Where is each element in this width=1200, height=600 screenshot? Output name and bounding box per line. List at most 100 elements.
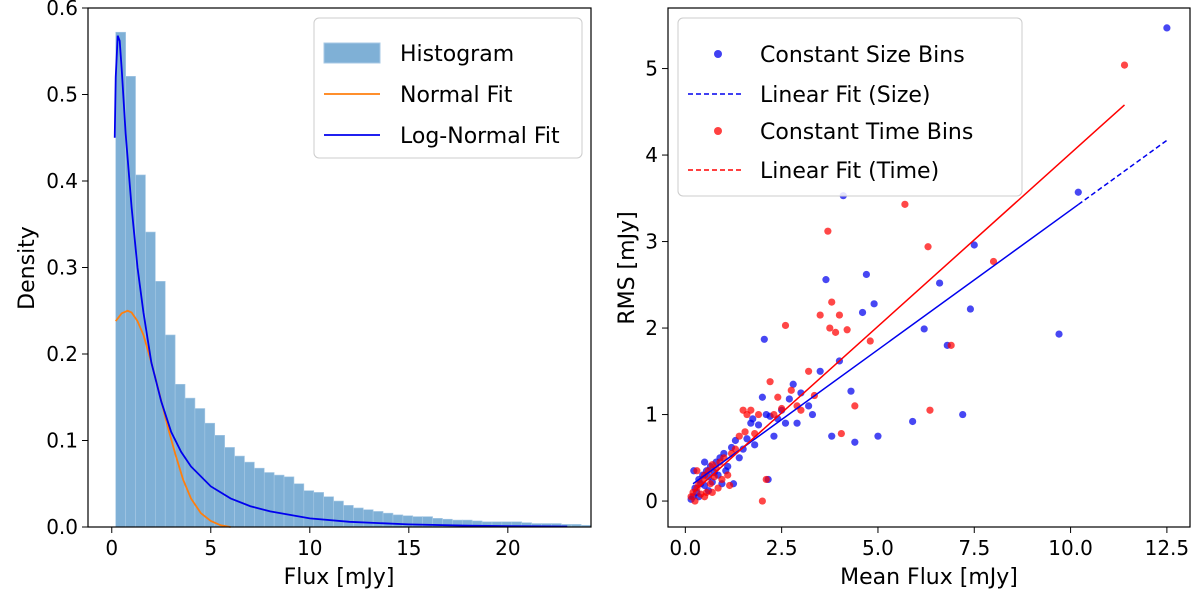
legend-label-constant-time-bins: Constant Time Bins [760,120,973,145]
size-bin-point [847,387,855,395]
scatter-x-axis-label: Mean Flux [mJy] [840,565,1018,590]
histogram-bar [343,505,354,528]
size-bin-point [1163,24,1171,32]
histogram-bar [293,483,305,528]
size-bin-point [793,419,801,427]
x-tick-label: 5 [204,536,217,560]
histogram-x-axis-label: Flux [mJy] [284,565,395,590]
scatter-points [687,24,1171,505]
legend-label-linear-fit-time: Linear Fit (Time) [760,159,939,184]
time-bin-point [787,386,795,394]
time-bin-point [726,481,734,490]
y-tick-label: 4 [645,143,658,167]
scatter-panel: 0.0 2.5 5.0 7.5 10.0 12.5 0 1 2 3 4 5 Mean Flux [m… [615,7,1191,590]
size-bin-point [760,335,768,343]
time-bin-point [901,200,909,208]
time-bin-point [762,475,770,484]
size-bin-point [959,410,967,419]
y-tick-label: 0.6 [46,0,78,20]
scatter-x-ticks: 0.0 2.5 5.0 7.5 10.0 12.5 [669,527,1189,560]
x-tick-label: 0.0 [669,536,701,560]
scatter-fit-lines [692,104,1168,493]
lognormal-fit-layer [113,35,568,528]
y-tick-label: 0.2 [46,342,78,366]
time-bin-point [691,497,699,505]
scatter-y-axis-label: RMS [mJy] [615,211,640,324]
x-tick-label: 12.5 [1145,536,1190,560]
size-bin-point [1055,330,1063,338]
x-tick-label: 5.0 [862,536,894,560]
time-bin-point [704,467,713,475]
size-bin-point [785,395,793,403]
size-bin-point [870,300,878,308]
time-bin-point [700,493,709,501]
time-bin-point [766,378,774,386]
histogram-panel: 0 5 10 15 20 0.0 0.1 0.2 0.3 0.4 0.5 0.6 Flux [mJy… [15,0,592,590]
histogram-bar [263,472,275,528]
time-bin-point [831,328,840,336]
y-tick-label: 0.1 [46,429,78,453]
size-bin-point [966,305,975,313]
x-tick-label: 7.5 [958,536,990,560]
scatter-legend: Constant Size Bins Linear Fit (Size) Con… [677,17,1023,197]
time-bin-point [747,406,755,414]
time-bin-point [805,367,813,375]
legend-label-linear-fit-size: Linear Fit (Size) [760,83,930,108]
scatter-legend-box [677,17,1023,197]
time-bin-point [724,471,732,479]
histogram-bar [194,408,206,528]
histogram-bar [283,476,295,528]
histogram-bar [323,496,334,528]
histogram-bar [254,467,265,528]
time-bin-point [926,406,934,414]
time-bin-point [851,402,859,410]
time-bin-point [1120,61,1129,69]
time-bin-point [693,467,701,475]
size-bin-point [862,270,870,279]
size-bin-point [808,410,817,419]
histogram-y-axis-label: Density [15,226,40,310]
legend-marker-constant-time-bins [714,127,722,135]
legend-label-constant-size-bins: Constant Size Bins [760,43,965,68]
histogram-bar [135,174,146,528]
size-bin-point [851,438,859,446]
x-tick-label: 0 [105,536,118,560]
size-bin-point [828,432,836,440]
x-tick-label: 10.0 [1048,536,1093,560]
y-tick-label: 0 [645,489,658,513]
size-bin-point [822,276,830,284]
time-bin-point [924,243,932,251]
x-tick-label: 20 [495,536,520,560]
linear-fit-size-line [692,203,1079,485]
time-bin-point [781,321,790,330]
time-bin-point [989,257,998,266]
x-tick-label: 2.5 [766,536,798,560]
legend-swatch-histogram [323,42,381,64]
size-bin-point [909,417,917,426]
time-bin-point [866,337,874,345]
histogram-bar [313,492,324,528]
y-tick-label: 1 [645,403,658,427]
histogram-bar [234,455,245,528]
histogram-x-ticks: 0 5 10 15 20 [105,527,521,560]
y-tick-label: 2 [645,316,658,340]
histogram-bar [214,435,225,528]
size-bin-point [805,402,813,410]
size-bin-point [789,380,797,388]
histogram-y-ticks: 0.0 0.1 0.2 0.3 0.4 0.5 0.6 [46,0,88,539]
histogram-legend-box [313,17,583,159]
size-bin-point [858,308,867,317]
time-bin-point [826,324,834,332]
time-bin-point [824,227,832,235]
time-bin-point [774,393,782,401]
histogram-legend: Histogram Normal Fit Log-Normal Fit [313,17,583,159]
histogram-bar [372,511,384,528]
size-bin-point [816,367,824,375]
legend-label-normal-fit: Normal Fit [400,83,513,108]
time-bin-point [837,429,845,438]
scatter-plot-frame [667,7,1191,528]
y-tick-label: 0.3 [46,256,78,280]
size-bin-point [749,415,757,423]
histogram-bar [303,490,315,528]
